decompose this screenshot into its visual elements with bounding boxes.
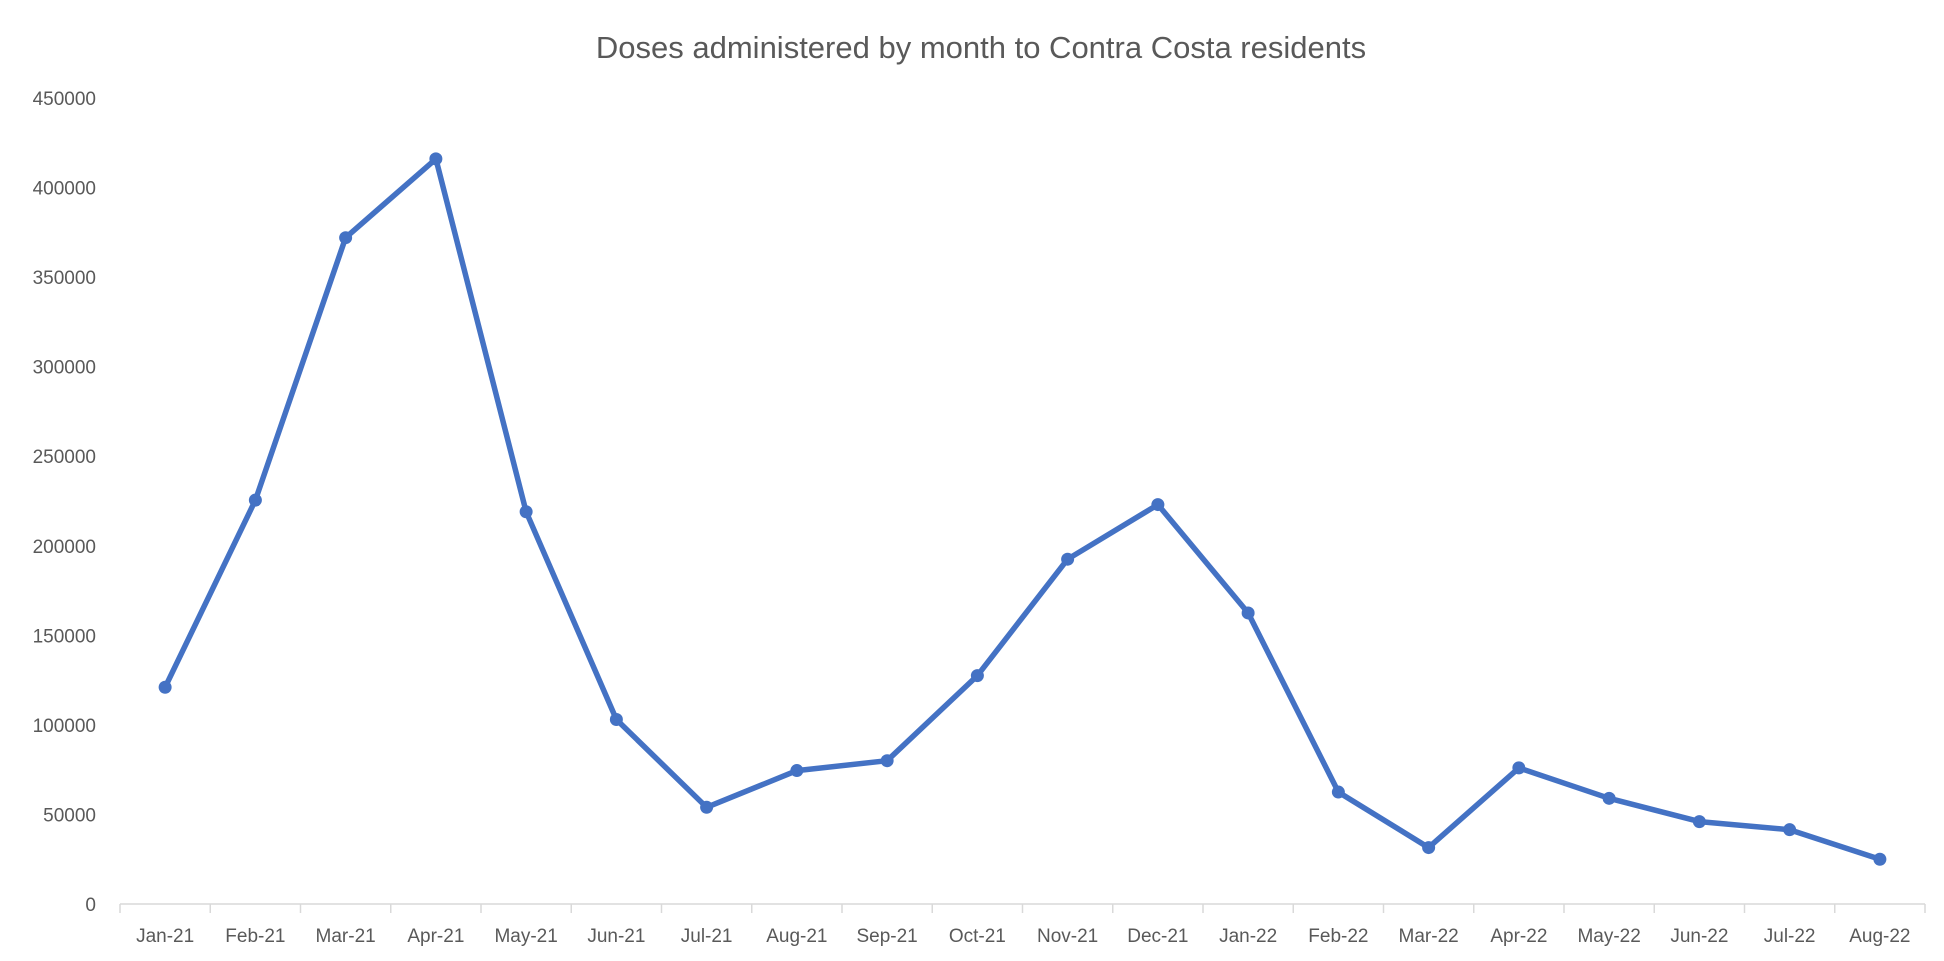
- data-point: [339, 231, 353, 245]
- data-point: [880, 754, 894, 768]
- y-axis-labels: 0 50000 100000 150000 200000 250000 300000 3500…: [33, 89, 96, 916]
- x-tick-label: Dec-21: [1127, 926, 1188, 947]
- x-tick-label: Nov-21: [1037, 926, 1098, 947]
- x-tick-label: Aug-21: [766, 926, 827, 947]
- x-tick-label: Oct-21: [949, 926, 1006, 947]
- series-line: [162, 156, 1883, 862]
- y-tick-label: 150000: [33, 626, 96, 647]
- x-tick-label: Jul-21: [681, 926, 733, 947]
- series-layer: [158, 152, 1887, 866]
- x-tick-label: Jun-21: [587, 926, 645, 947]
- x-tick-label: Apr-21: [407, 926, 464, 947]
- chart-title: Doses administered by month to Contra Co…: [596, 30, 1366, 65]
- y-tick-label: 350000: [33, 268, 96, 289]
- data-point: [1512, 761, 1526, 775]
- data-point: [1783, 823, 1797, 837]
- data-point: [1602, 791, 1616, 805]
- y-tick-label: 450000: [33, 89, 96, 110]
- x-tick-label: May-22: [1577, 926, 1640, 947]
- data-point: [970, 669, 984, 683]
- y-tick-label: 50000: [43, 805, 96, 826]
- y-tick-label: 0: [85, 895, 96, 916]
- y-tick-label: 250000: [33, 447, 96, 468]
- x-tick-label: Mar-21: [316, 926, 376, 947]
- x-tick-label: Feb-22: [1308, 926, 1368, 947]
- y-tick-label: 100000: [33, 716, 96, 737]
- data-point: [1422, 841, 1436, 855]
- data-point: [609, 713, 623, 727]
- data-point: [1331, 785, 1345, 799]
- data-point: [1873, 852, 1887, 866]
- y-tick-label: 200000: [33, 537, 96, 558]
- data-point: [790, 764, 804, 778]
- data-point: [248, 493, 262, 507]
- x-tick-label: Sep-21: [856, 926, 917, 947]
- y-tick-label: 400000: [33, 179, 96, 200]
- data-point: [1692, 815, 1706, 829]
- x-tick-label: Feb-21: [225, 926, 285, 947]
- data-point: [700, 800, 714, 814]
- x-tick-label: Aug-22: [1849, 926, 1910, 947]
- y-tick-label: 300000: [33, 358, 96, 379]
- x-tick-label: Jul-22: [1764, 926, 1816, 947]
- data-point: [429, 152, 443, 166]
- x-tick-label: Jan-21: [136, 926, 194, 947]
- data-point: [158, 680, 172, 694]
- x-axis-ticks: [119, 904, 1926, 913]
- x-axis-labels: Jan-21 Feb-21 Mar-21 Apr-21 May-21 Jun-21 Jul-…: [136, 926, 1910, 947]
- x-tick-label: Jun-22: [1670, 926, 1728, 947]
- x-tick-label: Apr-22: [1490, 926, 1547, 947]
- x-tick-label: Jan-22: [1219, 926, 1277, 947]
- data-point: [1061, 552, 1075, 566]
- data-point: [519, 505, 533, 519]
- x-tick-label: May-21: [494, 926, 557, 947]
- data-point: [1241, 606, 1255, 620]
- x-tick-label: Mar-22: [1399, 926, 1459, 947]
- data-point: [1151, 498, 1165, 512]
